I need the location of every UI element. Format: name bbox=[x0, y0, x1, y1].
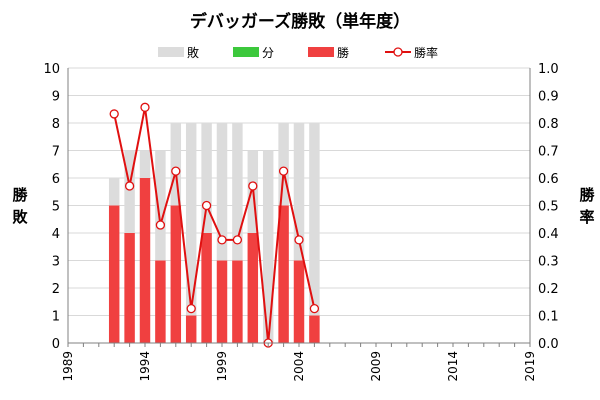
win-rate-line bbox=[109, 102, 320, 348]
bar-win bbox=[309, 315, 320, 343]
bar-loss bbox=[232, 123, 243, 261]
y-tick-label-right: 0.0 bbox=[538, 337, 559, 352]
y-tick-label-left: 3 bbox=[52, 255, 60, 270]
legend-marker-rate bbox=[393, 47, 403, 57]
y-tick-label-left: 2 bbox=[52, 282, 60, 297]
axis-label-char: 率 bbox=[579, 208, 594, 226]
bar-win bbox=[139, 178, 151, 343]
bar-loss bbox=[309, 123, 320, 316]
y-tick-label-left: 6 bbox=[52, 172, 60, 187]
bar-loss bbox=[216, 123, 228, 261]
legend-swatch-loss bbox=[158, 47, 184, 57]
y-tick-label-right: 0.6 bbox=[538, 172, 559, 187]
bar-loss bbox=[262, 150, 274, 343]
axis-label-char: 敗 bbox=[12, 208, 28, 226]
x-tick-label: 2019 bbox=[523, 351, 537, 382]
bar-loss bbox=[293, 123, 305, 261]
win-rate-polyline bbox=[113, 107, 316, 344]
win-rate-point bbox=[294, 235, 304, 245]
y-tick-label-left: 1 bbox=[52, 310, 60, 325]
y-tick-label-left: 9 bbox=[52, 90, 60, 105]
y-tick-label-right: 0.9 bbox=[538, 90, 559, 105]
y-tick-label-right: 0.5 bbox=[538, 200, 559, 215]
win-rate-point bbox=[155, 220, 166, 230]
bar-win bbox=[170, 205, 182, 343]
legend: 敗 分 勝 勝率 bbox=[158, 45, 438, 60]
legend-swatch-win bbox=[308, 47, 334, 57]
chart-title: デバッガーズ勝敗（単年度） bbox=[190, 11, 410, 32]
bar-loss bbox=[185, 123, 197, 316]
bar-win bbox=[201, 233, 212, 343]
bar-loss bbox=[139, 150, 151, 178]
y-tick-label-right: 1.0 bbox=[538, 62, 559, 77]
win-rate-point bbox=[309, 303, 320, 314]
bar-win bbox=[185, 315, 197, 343]
axis-label-char: 勝 bbox=[579, 186, 595, 204]
y-tick-label-left: 7 bbox=[52, 145, 60, 160]
win-rate-point bbox=[124, 181, 135, 191]
y-tick-label-right: 0.1 bbox=[538, 310, 559, 325]
legend-label-rate: 勝率 bbox=[414, 45, 438, 60]
legend-label-loss: 敗 bbox=[187, 45, 199, 60]
bar-win bbox=[278, 205, 289, 343]
bar-loss bbox=[155, 150, 166, 261]
y-tick-label-left: 10 bbox=[43, 62, 60, 77]
bar-win bbox=[247, 233, 259, 343]
bar-win bbox=[293, 260, 305, 343]
bar-loss bbox=[278, 123, 289, 206]
bar-win bbox=[108, 205, 120, 343]
bar-win bbox=[232, 260, 243, 343]
x-tick-label: 2004 bbox=[292, 351, 306, 382]
bar-win bbox=[155, 260, 166, 343]
legend-label-win: 勝 bbox=[337, 45, 349, 60]
win-rate-point bbox=[232, 235, 243, 245]
x-tick-label: 2014 bbox=[446, 351, 460, 382]
x-tick-label: 1999 bbox=[215, 351, 229, 382]
bar-loss bbox=[170, 123, 182, 206]
win-rate-point bbox=[217, 235, 227, 245]
bar-win bbox=[216, 260, 228, 343]
axes: 0 0.0 1 0.1 2 0.2 3 0.3 4 0.4 5 0.5 6 0.6 7 0.7 8 0.8 9 0.9… bbox=[43, 62, 558, 382]
y-tick-label-left: 5 bbox=[52, 200, 60, 215]
win-rate-point bbox=[171, 166, 181, 176]
x-tick-label: 2009 bbox=[369, 351, 383, 382]
bar-loss bbox=[108, 178, 120, 206]
bar-loss bbox=[201, 123, 212, 233]
y-tick-label-left: 8 bbox=[52, 117, 60, 132]
x-tick-label: 1989 bbox=[61, 351, 75, 382]
win-rate-point bbox=[248, 181, 258, 191]
x-tick-label: 1994 bbox=[138, 351, 152, 382]
y-tick-label-right: 0.3 bbox=[538, 255, 559, 270]
win-rate-point bbox=[140, 102, 150, 112]
y-tick-label-right: 0.8 bbox=[538, 117, 559, 132]
win-rate-point bbox=[109, 109, 119, 119]
y-tick-label-right: 0.7 bbox=[538, 145, 559, 160]
win-rate-point bbox=[278, 166, 289, 176]
bar-win bbox=[124, 233, 135, 343]
y-axis-label-left: 勝敗 bbox=[12, 186, 28, 226]
win-rate-point bbox=[186, 303, 196, 314]
y-tick-label-right: 0.2 bbox=[538, 282, 559, 297]
y-tick-label-left: 4 bbox=[52, 227, 60, 242]
legend-label-draw: 分 bbox=[262, 46, 274, 60]
bar-loss bbox=[124, 150, 135, 233]
legend-swatch-draw bbox=[233, 47, 259, 57]
y-tick-label-left: 0 bbox=[52, 337, 60, 352]
axis-label-char: 勝 bbox=[12, 186, 28, 204]
win-rate-point bbox=[201, 200, 212, 211]
y-axis-label-right: 勝率 bbox=[579, 186, 595, 226]
y-tick-label-right: 0.4 bbox=[538, 227, 559, 242]
